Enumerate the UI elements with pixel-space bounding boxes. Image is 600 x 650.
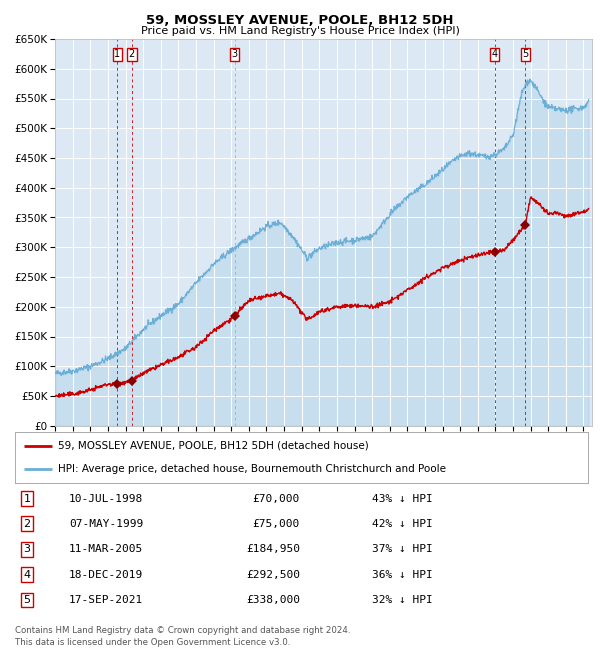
Text: 59, MOSSLEY AVENUE, POOLE, BH12 5DH (detached house): 59, MOSSLEY AVENUE, POOLE, BH12 5DH (det… [58,441,369,451]
Text: 32% ↓ HPI: 32% ↓ HPI [372,595,433,605]
Text: Price paid vs. HM Land Registry's House Price Index (HPI): Price paid vs. HM Land Registry's House … [140,26,460,36]
Text: 3: 3 [232,49,238,59]
Text: 37% ↓ HPI: 37% ↓ HPI [372,544,433,554]
Text: 42% ↓ HPI: 42% ↓ HPI [372,519,433,529]
Text: Contains HM Land Registry data © Crown copyright and database right 2024.
This d: Contains HM Land Registry data © Crown c… [15,626,350,647]
Text: 4: 4 [23,569,31,580]
Text: 59, MOSSLEY AVENUE, POOLE, BH12 5DH: 59, MOSSLEY AVENUE, POOLE, BH12 5DH [146,14,454,27]
Text: £184,950: £184,950 [246,544,300,554]
Text: 36% ↓ HPI: 36% ↓ HPI [372,569,433,580]
Text: 4: 4 [491,49,498,59]
Text: £70,000: £70,000 [253,493,300,504]
Text: 07-MAY-1999: 07-MAY-1999 [69,519,143,529]
Text: 43% ↓ HPI: 43% ↓ HPI [372,493,433,504]
Text: £338,000: £338,000 [246,595,300,605]
Text: 1: 1 [23,493,31,504]
Text: £75,000: £75,000 [253,519,300,529]
Text: 11-MAR-2005: 11-MAR-2005 [69,544,143,554]
Text: 18-DEC-2019: 18-DEC-2019 [69,569,143,580]
Text: 10-JUL-1998: 10-JUL-1998 [69,493,143,504]
Text: 17-SEP-2021: 17-SEP-2021 [69,595,143,605]
Text: 2: 2 [128,49,135,59]
Text: 5: 5 [523,49,529,59]
Text: 1: 1 [114,49,121,59]
Text: 3: 3 [23,544,31,554]
Text: HPI: Average price, detached house, Bournemouth Christchurch and Poole: HPI: Average price, detached house, Bour… [58,464,446,474]
Text: 2: 2 [23,519,31,529]
Text: £292,500: £292,500 [246,569,300,580]
Text: 5: 5 [23,595,31,605]
